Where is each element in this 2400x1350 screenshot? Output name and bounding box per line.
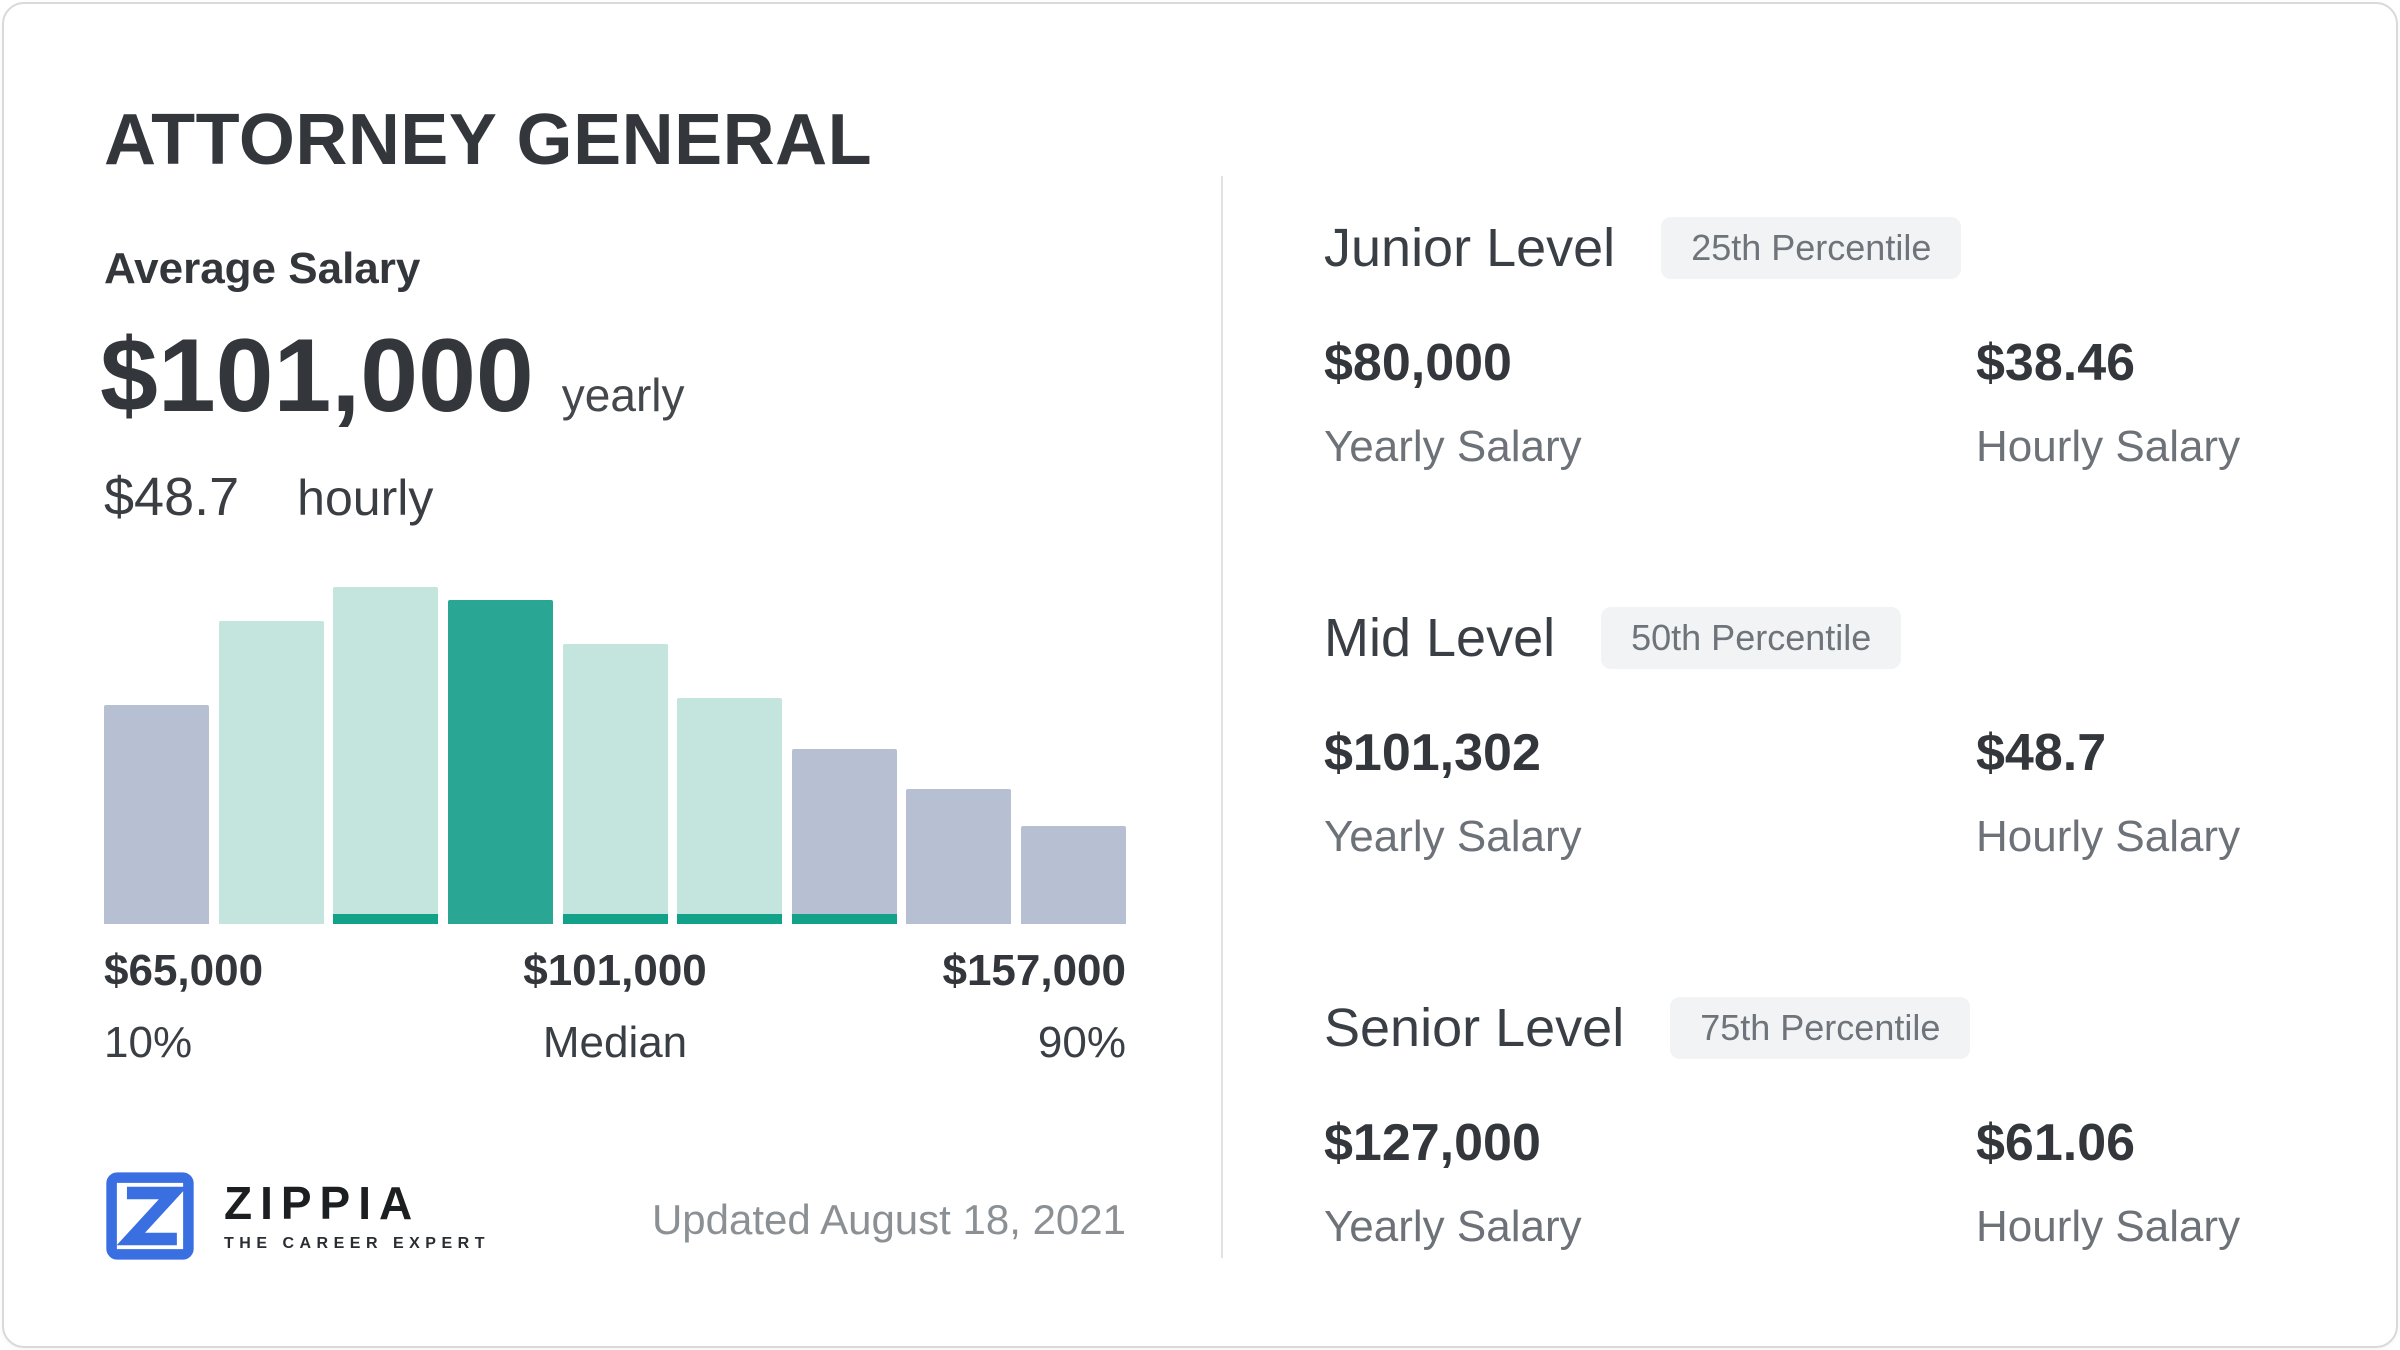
histogram-bar-3: [333, 587, 439, 924]
mid-level-section: Mid Level 50th Percentile $101,302 Yearl…: [1324, 606, 2324, 859]
level-name: Mid Level: [1324, 608, 1556, 668]
yearly-label: Yearly Salary: [1324, 1201, 1582, 1251]
average-yearly-row: $101,000 yearly: [100, 318, 685, 434]
hourly-value: $38.46: [1976, 333, 2136, 392]
yearly-value: $127,000: [1324, 1113, 1541, 1172]
yearly-column: $80,000 Yearly Salary: [1324, 337, 1976, 469]
annotation-value: $65,000: [104, 946, 264, 995]
hourly-label: Hourly Salary: [1976, 1201, 2241, 1251]
bar-underline: [333, 914, 439, 924]
annotation-label: 10%: [104, 1018, 193, 1067]
annotation-90th-percentile: $157,000 90%: [942, 949, 1126, 1065]
hourly-column: $38.46 Hourly Salary: [1976, 337, 2324, 469]
annotation-10th-percentile: $65,000 10%: [104, 949, 263, 1065]
annotation-label: 90%: [1037, 1018, 1126, 1067]
zippia-logo: ZIPPIA THE CAREER EXPERT: [102, 1168, 490, 1264]
zippia-logo-text: ZIPPIA THE CAREER EXPERT: [224, 1180, 490, 1252]
histogram-bar-6: [677, 698, 783, 924]
salary-distribution-chart: [104, 587, 1126, 924]
yearly-label: Yearly Salary: [1324, 811, 1582, 861]
zippia-brand-name: ZIPPIA: [224, 1177, 421, 1229]
zippia-z-icon: [106, 1172, 194, 1260]
updated-date: Updated August 18, 2021: [651, 1196, 1126, 1243]
annotation-value: $157,000: [942, 946, 1126, 995]
average-salary-label: Average Salary: [104, 244, 421, 293]
histogram-bar-8: [906, 789, 1012, 924]
mid-level-header: Mid Level 50th Percentile: [1324, 606, 2324, 671]
zippia-tagline: THE CAREER EXPERT: [224, 1235, 490, 1252]
hourly-column: $61.06 Hourly Salary: [1976, 1117, 2324, 1249]
senior-level-values: $127,000 Yearly Salary $61.06 Hourly Sal…: [1324, 1117, 2324, 1249]
level-name: Senior Level: [1324, 998, 1625, 1058]
histogram-bar-1: [104, 705, 209, 924]
average-hourly-value: $48.7: [104, 467, 240, 527]
bar-underline: [562, 914, 668, 924]
hourly-label: Hourly Salary: [1976, 811, 2241, 861]
histogram-bar-9: [1021, 826, 1126, 924]
yearly-column: $127,000 Yearly Salary: [1324, 1117, 1976, 1249]
vertical-divider: [1221, 176, 1223, 1258]
percentile-badge: 75th Percentile: [1670, 997, 1971, 1060]
average-yearly-value: $101,000: [100, 318, 534, 434]
annotation-value: $101,000: [523, 946, 707, 995]
page-title: ATTORNEY GENERAL: [104, 100, 873, 180]
level-name: Junior Level: [1324, 218, 1616, 278]
yearly-column: $101,302 Yearly Salary: [1324, 727, 1976, 859]
yearly-label: Yearly Salary: [1324, 421, 1582, 471]
senior-level-section: Senior Level 75th Percentile $127,000 Ye…: [1324, 996, 2324, 1249]
average-hourly-unit: hourly: [297, 470, 434, 526]
junior-level-section: Junior Level 25th Percentile $80,000 Yea…: [1324, 216, 2324, 469]
hourly-value: $61.06: [1976, 1113, 2136, 1172]
chart-annotations: $65,000 10% $101,000 Median $157,000 90%: [104, 949, 1126, 1099]
average-yearly-unit: yearly: [561, 369, 685, 421]
bar-underline: [791, 914, 897, 924]
hourly-value: $48.7: [1976, 723, 2107, 782]
junior-level-header: Junior Level 25th Percentile: [1324, 216, 2324, 281]
yearly-value: $80,000: [1324, 333, 1512, 392]
histogram-bar-5: [562, 644, 668, 924]
average-hourly-row: $48.7 hourly: [104, 466, 433, 528]
yearly-value: $101,302: [1324, 723, 1541, 782]
hourly-column: $48.7 Hourly Salary: [1976, 727, 2324, 859]
junior-level-values: $80,000 Yearly Salary $38.46 Hourly Sala…: [1324, 337, 2324, 469]
mid-level-values: $101,302 Yearly Salary $48.7 Hourly Sala…: [1324, 727, 2324, 859]
annotation-label: Median: [542, 1018, 688, 1067]
percentile-badge: 25th Percentile: [1661, 217, 1962, 280]
histogram-bar-7: [791, 749, 897, 924]
senior-level-header: Senior Level 75th Percentile: [1324, 996, 2324, 1061]
histogram-bar-4: [447, 600, 553, 924]
bar-underline: [677, 914, 783, 924]
hourly-label: Hourly Salary: [1976, 421, 2241, 471]
annotation-median: $101,000 Median: [523, 949, 707, 1065]
percentile-badge: 50th Percentile: [1601, 607, 1902, 670]
histogram-bar-2: [218, 621, 324, 924]
